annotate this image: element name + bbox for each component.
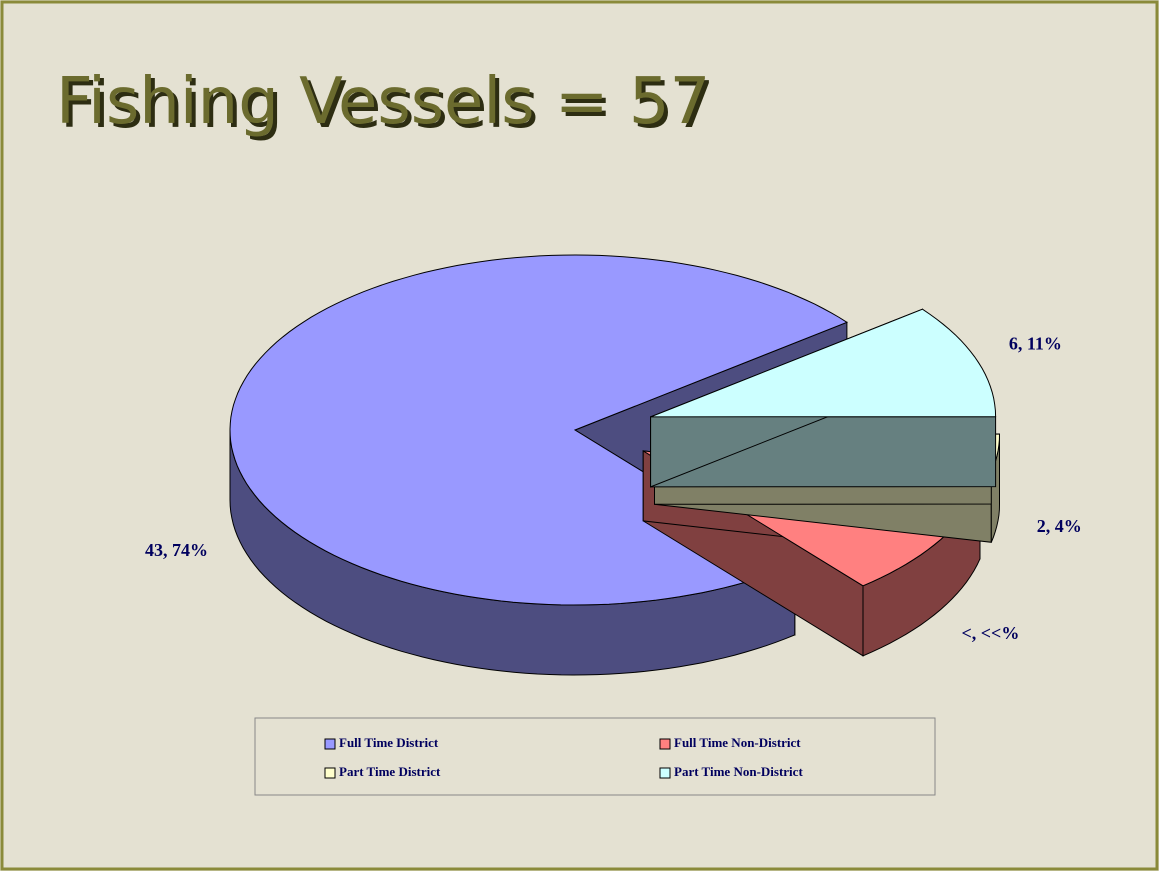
legend-swatch [659,738,671,750]
legend-swatch [324,767,336,779]
data-label: 2, 4% [1037,516,1082,536]
data-label: <, <<% [962,623,1020,643]
chart-title: Fishing Vessels = 57 [56,65,710,139]
legend-swatch [659,767,671,779]
legend-box [254,717,936,796]
legend-label: Part Time Non-District [674,764,803,779]
data-label: 43, 74% [145,540,208,560]
legend-swatch [324,738,336,750]
data-label: 6, 11% [1009,334,1062,354]
slice [650,308,997,418]
legend-label: Full Time District [339,735,439,750]
title-shadow: Fishing Vessels = 57 [60,69,714,143]
legend-label: Part Time District [339,764,441,779]
legend-label: Full Time Non-District [674,735,801,750]
